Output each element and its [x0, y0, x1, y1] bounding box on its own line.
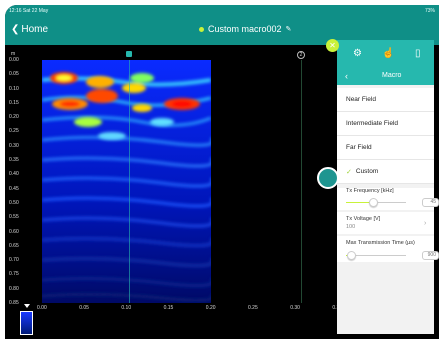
y-tick-label: 0.15	[9, 99, 19, 106]
y-tick-label: 0.50	[9, 199, 19, 206]
max-transmission-time-label: Max Transmission Time (µs)	[346, 240, 415, 246]
scroll-indicator-icon	[24, 304, 30, 308]
y-tick-label: 0.30	[9, 142, 19, 149]
hand-pointer-icon[interactable]: ☝	[382, 48, 395, 59]
minimap-thumbnail[interactable]	[20, 311, 33, 335]
y-tick-label: 0.40	[9, 171, 19, 178]
settings-gear-icon[interactable]: ⚙	[353, 48, 362, 59]
max-transmission-time-setting: Max Transmission Time (µs)	[337, 236, 434, 262]
menu-item-custom[interactable]: ✓ Custom	[337, 160, 434, 184]
panel-header-label: Macro	[382, 72, 402, 79]
status-time: 12:16 Sat 22 May	[9, 8, 49, 14]
max-transmission-time-value[interactable]: 900	[422, 251, 439, 260]
tx-frequency-slider[interactable]	[346, 198, 406, 207]
menu-item-label: Far Field	[346, 144, 372, 151]
x-tick-label: 0.20	[205, 305, 216, 311]
tx-frequency-label: Tx Frequency [kHz]	[346, 188, 394, 194]
panel-tab-bar: ⚙ ☝ ▯	[337, 40, 434, 67]
y-tick-label: 0.75	[9, 271, 19, 278]
checkmark-icon: ✓	[346, 168, 352, 176]
status-bar: 12:16 Sat 22 May 73%	[5, 5, 439, 16]
x-tick-label: 0.10	[121, 305, 132, 311]
plot-empty-region	[211, 60, 337, 303]
x-tick-label: 0.00	[37, 305, 47, 311]
battery-level: 73%	[424, 8, 435, 14]
x-tick-label: 0.25	[248, 305, 258, 311]
slider-knob[interactable]	[369, 198, 378, 207]
y-tick-label: 0.60	[9, 228, 19, 235]
radargram-area[interactable]: m 0.00 0.05 0.10 0.15 0.20 0.25 0.30 0.35 0.40 0.…	[5, 45, 342, 339]
radargram-heatmap	[42, 60, 211, 303]
tx-voltage-setting[interactable]: Tx Voltage [V] 100	[337, 212, 434, 234]
cursor-line[interactable]	[129, 60, 130, 303]
tx-voltage-value: 100	[346, 224, 356, 230]
menu-item-label: Custom	[355, 168, 379, 175]
back-button[interactable]: ❮ Home	[11, 24, 48, 35]
y-tick-label: 0.55	[9, 214, 19, 221]
menu-item-far-field[interactable]: Far Field	[337, 136, 434, 160]
y-tick-label: 0.65	[9, 242, 19, 249]
x-tick-label: 0.05	[79, 305, 89, 311]
y-tick-label: 0.45	[9, 185, 19, 192]
tx-voltage-label: Tx Voltage [V]	[346, 216, 381, 222]
y-tick-label: 0.35	[9, 157, 19, 164]
page-indicator[interactable]: 2	[297, 51, 305, 59]
chevron-right-icon: ›	[424, 220, 427, 227]
y-tick-label: 0.70	[9, 257, 19, 264]
y-tick-label: 0.00	[9, 57, 19, 63]
status-dot-icon	[199, 26, 204, 32]
back-label: Home	[21, 24, 49, 35]
floating-action-button[interactable]	[317, 167, 339, 189]
y-tick-label: 0.25	[9, 128, 19, 135]
layout-icon[interactable]: ▯	[415, 48, 421, 59]
x-tick-label: 0.30	[290, 305, 300, 311]
slider-knob[interactable]	[346, 251, 356, 260]
y-tick-label: 0.85	[9, 300, 19, 306]
tx-frequency-setting: Tx Frequency [kHz]	[337, 188, 434, 210]
x-tick-label: 0.15	[163, 305, 174, 311]
cursor-handle[interactable]	[126, 51, 132, 57]
y-tick-label: 0.80	[9, 285, 19, 292]
menu-item-intermediate-field[interactable]: Intermediate Field	[337, 112, 434, 136]
tx-frequency-value[interactable]: 45	[422, 198, 439, 207]
marker-line	[301, 60, 302, 303]
menu-item-near-field[interactable]: Near Field	[337, 88, 434, 112]
menu-item-label: Intermediate Field	[346, 120, 399, 127]
chevron-left-icon[interactable]: ‹	[345, 71, 348, 81]
slider-fill	[346, 202, 373, 203]
macro-title-text: Custom macro002	[208, 24, 282, 34]
y-tick-label: 0.20	[9, 114, 19, 121]
y-tick-label: 0.10	[9, 85, 19, 92]
y-tick-label: 0.05	[9, 71, 19, 78]
chevron-left-icon: ❮	[11, 24, 20, 35]
y-axis-unit: m	[11, 51, 16, 57]
menu-item-label: Near Field	[346, 96, 376, 103]
macro-title[interactable]: Custom macro002 ✎	[199, 24, 291, 34]
max-transmission-time-slider[interactable]	[346, 251, 406, 260]
close-panel-button[interactable]: ✕	[326, 39, 339, 52]
pencil-icon[interactable]: ✎	[285, 26, 292, 33]
panel-header: ‹ Macro	[337, 67, 434, 85]
